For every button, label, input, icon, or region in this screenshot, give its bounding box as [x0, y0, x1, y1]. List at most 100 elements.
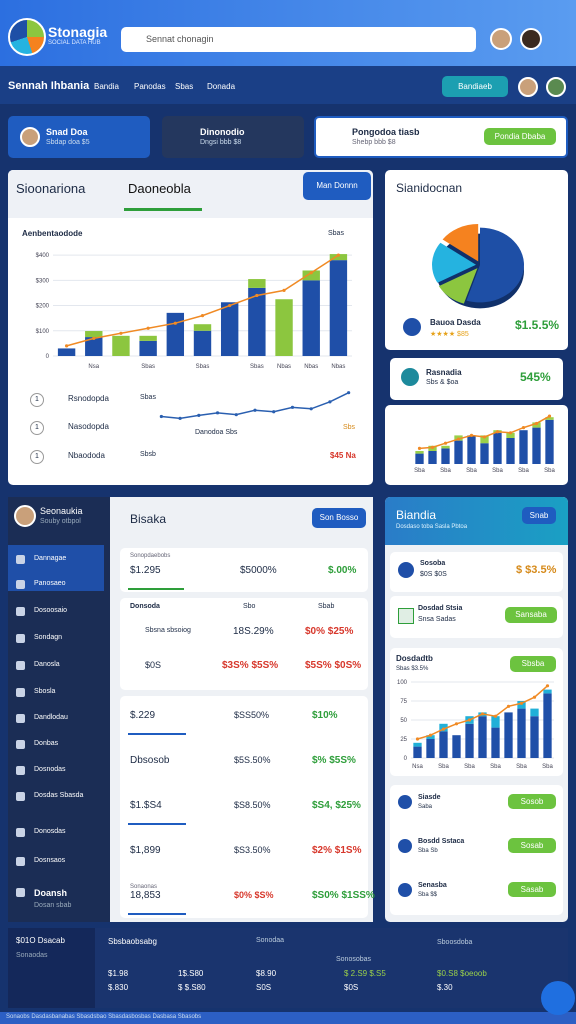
menu-item[interactable]: Dosnsaos [34, 857, 66, 864]
menu-icon [16, 634, 25, 643]
panel-title: Sianidocnan [396, 181, 463, 195]
avatar[interactable] [520, 28, 542, 50]
right-title: Biandia [396, 508, 437, 522]
item-title: Bosdd Sstaca [418, 838, 465, 845]
point [532, 695, 537, 699]
menu-item[interactable]: Dosdas Sbasda [34, 792, 84, 799]
menu-icon [16, 828, 25, 837]
menu-item[interactable]: Dandlodau [34, 714, 68, 721]
search-text: Sennat chonagin [146, 34, 214, 44]
y-tick-label: 25 [400, 737, 407, 743]
right-button[interactable]: Snab [522, 507, 556, 524]
point [309, 271, 313, 275]
menu-item[interactable]: Sondagn [34, 634, 63, 641]
point [454, 722, 459, 726]
menu-item[interactable]: Doansh [34, 888, 68, 898]
bar [302, 280, 320, 356]
item-sub: Saba [418, 804, 433, 810]
nav-tab[interactable]: Panodas [134, 82, 166, 91]
bar [480, 443, 489, 464]
chart-title: Dosdadtb [396, 654, 433, 663]
x-tick-label: Sbas [141, 364, 155, 370]
menu-item[interactable]: Donosdas [34, 828, 66, 835]
cell: $5000% [240, 565, 277, 576]
bar [139, 335, 157, 341]
menu-icon [16, 792, 25, 801]
menu-item[interactable]: Panosaeo [34, 580, 66, 587]
item-sub: Sbs & $oa [426, 379, 459, 386]
item-title: Bauoa Dasda [430, 318, 481, 327]
bottom-strip-text: Sonaobs Dasdasbanabas Sbasdsbao Sbasdasb… [6, 1014, 202, 1020]
chart-title: Aenbentaodode [22, 229, 83, 238]
footer-table-bg [95, 928, 568, 1008]
point [493, 714, 498, 718]
panel-tab[interactable]: Daoneobla [128, 181, 191, 196]
x-tick-label: Nbas [277, 364, 291, 370]
menu-item[interactable]: Sbosla [34, 688, 56, 695]
bar [57, 348, 76, 356]
icon [398, 608, 414, 624]
y-tick-label: 50 [400, 718, 407, 724]
progress [128, 733, 186, 735]
card-sub: Dngsi bbb $8 [200, 139, 242, 146]
point [521, 426, 526, 430]
panel-title: Sioonariona [16, 181, 86, 196]
icon [398, 562, 414, 578]
menu-icon [16, 714, 25, 723]
table-section [120, 548, 368, 592]
x-tick-label: Nsa [412, 764, 423, 770]
card[interactable] [162, 116, 304, 158]
cell: $SS50% [234, 710, 270, 720]
point [415, 737, 420, 741]
panel-button[interactable]: Man Donnn [303, 172, 371, 200]
point [272, 410, 276, 414]
point [508, 431, 513, 435]
avatar[interactable] [490, 28, 512, 50]
item-button[interactable]: Sosob [508, 794, 556, 809]
bar [439, 731, 448, 758]
cell: $S4, $25% [312, 800, 361, 811]
x-tick-label: Sbas [196, 364, 210, 370]
bar [467, 435, 476, 464]
menu-item[interactable]: Dosnodas [34, 766, 66, 773]
item-sub: Sba $$ [418, 892, 438, 898]
search-box[interactable] [121, 27, 476, 52]
menu-icon [16, 857, 25, 866]
item-button[interactable]: Sosab [508, 838, 556, 853]
bar [428, 451, 437, 464]
card-button[interactable]: Pondia Dbaba [484, 128, 556, 145]
bar [465, 723, 474, 758]
bar [441, 448, 450, 464]
bar [415, 451, 424, 454]
nav-button[interactable]: Bandiaeb [442, 76, 508, 97]
center-button[interactable]: Son Bosso [312, 508, 366, 528]
cell: $.229 [130, 710, 156, 721]
chart-button[interactable]: Sbsba [510, 656, 556, 672]
bar [112, 335, 130, 356]
cell: $S8.50% [234, 800, 271, 810]
row-note: Danodoa Sbs [195, 429, 238, 436]
footer-cell: $0S [344, 983, 359, 992]
point [519, 701, 524, 705]
item-button[interactable]: Sasab [508, 882, 556, 897]
menu-item[interactable]: Dannagae [34, 555, 67, 562]
avatar[interactable] [546, 77, 566, 97]
avatar[interactable] [518, 77, 538, 97]
icon [398, 883, 412, 897]
fab[interactable] [541, 981, 575, 1015]
nav-tab[interactable]: Donada [207, 82, 236, 91]
cell: Sbsna sbsoiog [145, 627, 191, 634]
nav-tab[interactable]: Sbas [175, 82, 194, 91]
menu-icon [16, 740, 25, 749]
pie-slice [432, 242, 477, 283]
menu-item[interactable]: Donbas [34, 740, 59, 747]
bar [85, 337, 103, 356]
item-button[interactable]: Sansaba [505, 607, 557, 623]
menu-item[interactable]: Dosoosaio [34, 607, 68, 614]
cell: $% $5S% [312, 755, 356, 766]
menu-item[interactable]: Danosla [34, 661, 60, 668]
point [309, 407, 313, 411]
bar [504, 712, 513, 758]
nav-tab[interactable]: Bandia [94, 82, 119, 91]
